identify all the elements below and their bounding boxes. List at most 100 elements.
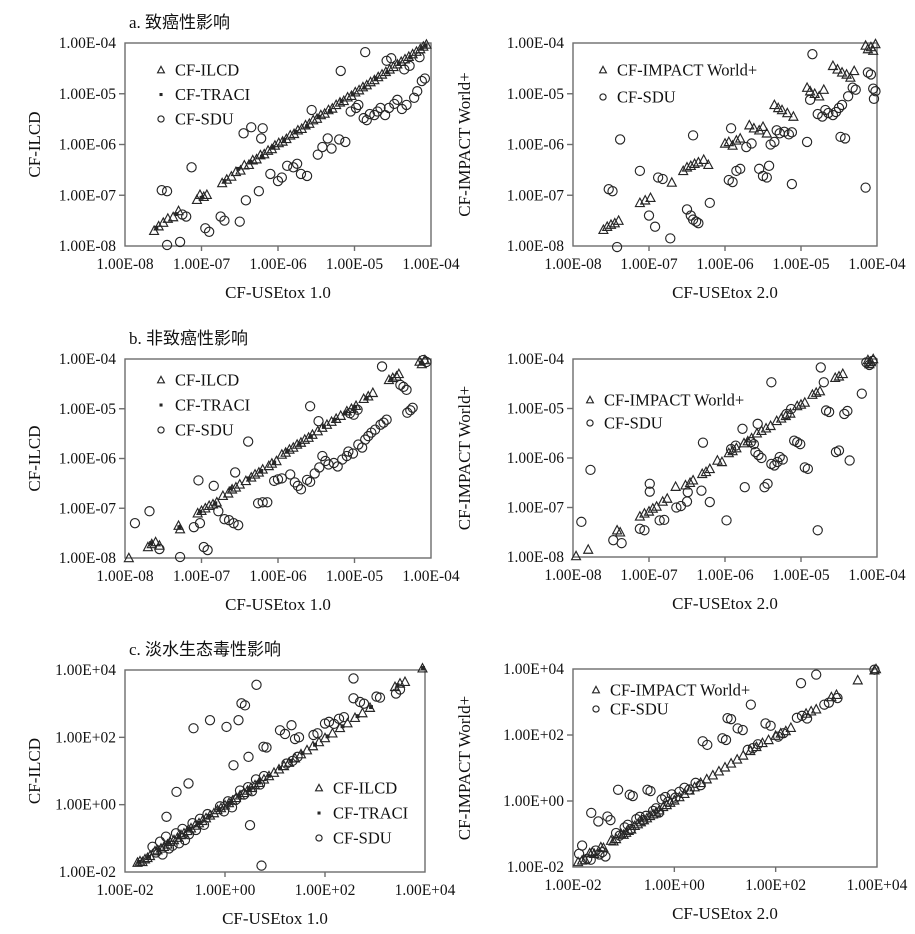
triangle-marker bbox=[407, 48, 419, 59]
triangle-marker bbox=[342, 91, 354, 102]
circle-marker bbox=[154, 543, 165, 555]
legend-label: CF-TRACI bbox=[175, 396, 250, 415]
circle-marker bbox=[665, 233, 676, 244]
triangle-marker bbox=[399, 675, 411, 687]
x-tick-label: 1.00E-07 bbox=[620, 256, 678, 273]
circle-marker bbox=[345, 106, 356, 117]
x-axis-title: CF-USEtox 2.0 bbox=[672, 594, 778, 613]
triangle-marker bbox=[572, 856, 584, 867]
x-tick-label: 1.00E-05 bbox=[772, 567, 830, 584]
circle-marker bbox=[746, 138, 757, 149]
circle-marker bbox=[695, 779, 706, 791]
circle-marker bbox=[246, 786, 258, 797]
circle-marker bbox=[594, 849, 605, 860]
circle-marker bbox=[398, 381, 409, 393]
triangle-marker bbox=[727, 139, 739, 150]
circle-marker bbox=[293, 732, 305, 743]
y-tick-label: 1.00E-08 bbox=[507, 549, 565, 566]
circle-marker bbox=[812, 525, 823, 536]
triangle-marker bbox=[613, 214, 625, 225]
circle-marker bbox=[334, 134, 345, 145]
circle-marker bbox=[634, 165, 646, 177]
circle-marker bbox=[292, 480, 304, 492]
circle-marker bbox=[762, 478, 773, 489]
circle-marker bbox=[777, 454, 788, 465]
circle-marker bbox=[819, 699, 830, 710]
triangle-marker bbox=[634, 510, 646, 521]
circle-marker bbox=[690, 777, 701, 789]
circle-marker bbox=[679, 782, 690, 793]
triangle-marker bbox=[716, 456, 728, 467]
circle-marker bbox=[761, 172, 772, 183]
circle-marker bbox=[697, 437, 709, 448]
triangle-marker bbox=[639, 507, 650, 518]
circle-marker bbox=[301, 474, 313, 486]
circle-marker bbox=[602, 811, 613, 822]
y-axis-title: CF-ILCD bbox=[25, 425, 44, 491]
circle-marker bbox=[804, 94, 816, 106]
triangle-marker bbox=[781, 107, 793, 118]
x-tick-label: 1.00E+04 bbox=[395, 882, 456, 899]
circle-marker bbox=[792, 436, 803, 448]
circle-marker bbox=[218, 806, 230, 817]
triangle-marker bbox=[833, 370, 845, 381]
triangle-marker bbox=[296, 122, 308, 134]
circle-marker bbox=[289, 477, 301, 488]
circle-marker bbox=[315, 834, 323, 842]
triangle-marker bbox=[689, 157, 701, 169]
dot-marker bbox=[423, 43, 428, 48]
circle-marker bbox=[281, 758, 292, 769]
circle-marker bbox=[243, 751, 254, 763]
triangle-marker bbox=[818, 83, 830, 94]
triangle-marker bbox=[319, 107, 331, 118]
triangle-marker bbox=[814, 385, 826, 396]
triangle-marker bbox=[661, 492, 673, 503]
dot-marker bbox=[222, 179, 227, 184]
circle-marker bbox=[763, 160, 775, 171]
circle-marker bbox=[833, 445, 845, 456]
triangle-marker bbox=[269, 139, 281, 150]
circle-marker bbox=[653, 807, 665, 818]
triangle-marker bbox=[314, 783, 324, 792]
circle-marker bbox=[756, 452, 767, 464]
triangle-marker bbox=[862, 43, 874, 54]
circle-marker bbox=[612, 784, 624, 795]
triangle-marker bbox=[670, 480, 682, 491]
circle-marker bbox=[640, 810, 652, 822]
circle-marker bbox=[586, 419, 594, 427]
circle-marker bbox=[242, 436, 254, 447]
triangle-marker bbox=[153, 220, 165, 231]
dot-marker bbox=[385, 70, 390, 75]
circle-marker bbox=[313, 416, 324, 427]
circle-marker bbox=[576, 516, 587, 528]
circle-marker bbox=[326, 143, 337, 154]
circle-marker bbox=[753, 449, 764, 461]
triangle-marker bbox=[730, 442, 742, 453]
circle-marker bbox=[253, 186, 265, 197]
circle-marker bbox=[364, 108, 375, 120]
circle-marker bbox=[340, 136, 351, 148]
circle-marker bbox=[312, 149, 323, 160]
triangle-marker bbox=[142, 541, 154, 552]
triangle-marker bbox=[837, 367, 849, 379]
circle-marker bbox=[163, 843, 175, 854]
circle-marker bbox=[188, 723, 199, 734]
circle-marker bbox=[202, 544, 213, 556]
triangle-marker bbox=[848, 64, 860, 76]
triangle-marker bbox=[760, 422, 772, 433]
circle-marker bbox=[348, 693, 359, 704]
circle-marker bbox=[835, 131, 846, 143]
dot-marker bbox=[355, 714, 360, 719]
circle-marker bbox=[360, 434, 371, 445]
circle-marker bbox=[861, 357, 872, 368]
circle-marker bbox=[228, 518, 239, 529]
x-tick-label: 1.00E-07 bbox=[173, 256, 231, 273]
triangle-marker bbox=[388, 60, 399, 72]
triangle-marker bbox=[585, 395, 595, 404]
legend-label: CF-SDU bbox=[175, 110, 234, 129]
triangle-marker bbox=[836, 66, 848, 77]
circle-marker bbox=[378, 417, 389, 428]
circle-marker bbox=[229, 467, 241, 478]
circle-marker bbox=[657, 173, 668, 185]
